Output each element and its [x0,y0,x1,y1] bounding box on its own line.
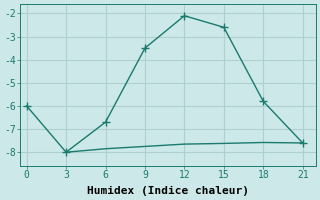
X-axis label: Humidex (Indice chaleur): Humidex (Indice chaleur) [87,186,249,196]
